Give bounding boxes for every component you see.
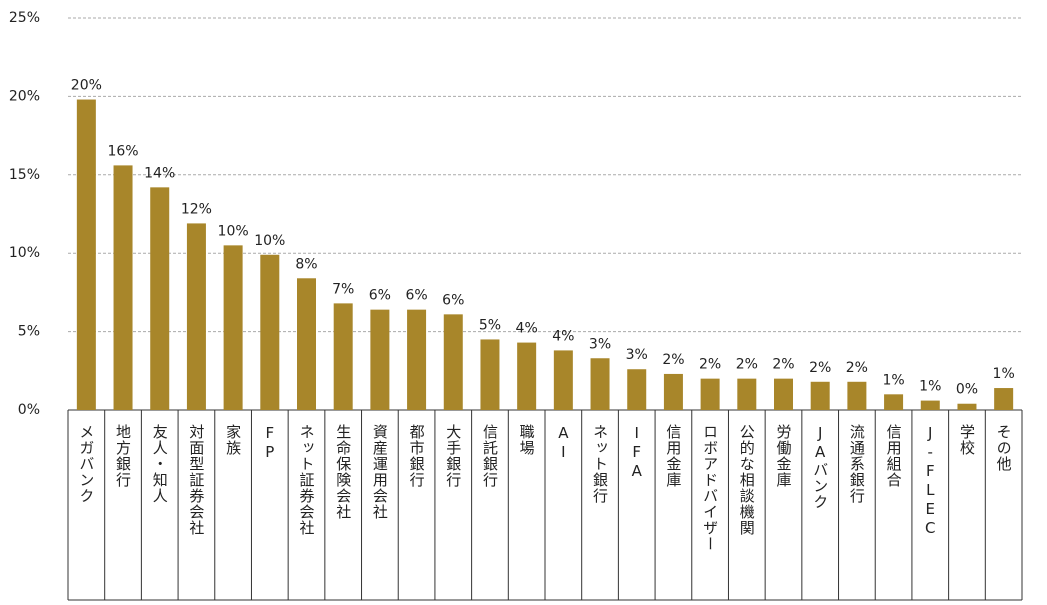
value-label: 7%: [332, 281, 354, 297]
bar: [260, 254, 280, 410]
value-label: 2%: [809, 360, 831, 376]
bar: [76, 99, 96, 410]
x-tick-label: IFA: [628, 424, 646, 481]
x-tick-label: メガバンク: [77, 424, 95, 504]
x-tick-label: J-FLEC: [921, 424, 939, 538]
y-tick-label: 5%: [18, 324, 40, 340]
x-tick-label: 都市銀行: [408, 424, 426, 488]
x-tick-label: 公的な相談機関: [738, 424, 756, 536]
x-tick-label: 生命保険会社: [334, 424, 352, 520]
x-tick-label: 労働金庫: [775, 424, 793, 488]
y-tick-label: 15%: [9, 167, 40, 183]
bar: [884, 394, 904, 410]
y-tick-label: 25%: [9, 10, 40, 26]
value-label: 2%: [772, 357, 794, 373]
x-tick-label: 信用金庫: [664, 424, 682, 488]
value-label: 1%: [919, 379, 941, 395]
y-tick-label: 20%: [9, 88, 40, 104]
value-label: 8%: [295, 256, 317, 272]
value-label: 3%: [626, 347, 648, 363]
y-tick-label: 0%: [18, 402, 40, 418]
x-tick-label: 学校: [958, 424, 976, 456]
value-label: 6%: [405, 288, 427, 304]
x-tick-label: 資産運用会社: [371, 424, 389, 520]
value-label: 2%: [736, 357, 758, 373]
x-tick-label: AI: [554, 424, 572, 462]
value-label: 16%: [107, 143, 138, 159]
x-tick-label: 対面型証券会社: [187, 424, 205, 536]
value-label: 10%: [254, 233, 285, 249]
bar: [333, 303, 353, 410]
bar: [186, 223, 206, 410]
bar: [994, 388, 1014, 410]
x-tick-label: その他: [995, 424, 1013, 472]
x-tick-label: FP: [261, 424, 279, 462]
bar: [443, 314, 463, 410]
value-label: 2%: [846, 360, 868, 376]
value-label: 2%: [699, 357, 721, 373]
value-label: 10%: [218, 223, 249, 239]
x-tick-label: JAバンク: [811, 424, 829, 510]
value-label: 4%: [552, 328, 574, 344]
value-label: 14%: [144, 165, 175, 181]
bar: [223, 245, 243, 410]
value-label: 6%: [442, 292, 464, 308]
bar: [370, 309, 390, 410]
y-tick-label: 10%: [9, 245, 40, 261]
x-tick-label: 大手銀行: [444, 424, 462, 488]
value-label: 12%: [181, 201, 212, 217]
value-label: 1%: [882, 372, 904, 388]
bar: [590, 358, 610, 410]
bar: [920, 400, 940, 410]
bar: [700, 378, 720, 410]
bar: [407, 309, 427, 410]
value-label: 4%: [516, 321, 538, 337]
bar: [737, 378, 757, 410]
bar: [553, 350, 573, 410]
bar: [847, 381, 867, 410]
x-tick-label: 家族: [224, 424, 242, 456]
x-tick-label: 流通系銀行: [848, 424, 866, 504]
x-tick-label: 友人・知人: [151, 424, 169, 504]
value-label: 2%: [662, 352, 684, 368]
bar: [810, 381, 830, 410]
bar: [517, 342, 537, 410]
x-tick-label: ロボアドバイザー: [701, 424, 719, 552]
value-label: 20%: [71, 78, 102, 94]
value-label: 6%: [369, 288, 391, 304]
bar: [957, 403, 977, 410]
bar: [627, 369, 647, 410]
value-label: 0%: [956, 382, 978, 398]
x-tick-label: ネット証券会社: [298, 424, 316, 536]
bar: [663, 373, 683, 410]
x-tick-label: 地方銀行: [114, 424, 132, 488]
bar: [150, 187, 170, 410]
value-label: 1%: [993, 366, 1015, 382]
x-tick-label: 信託銀行: [481, 424, 499, 488]
bar: [297, 278, 316, 410]
x-tick-label: 信用組合: [885, 424, 903, 488]
bar: [113, 165, 133, 410]
bar: [480, 339, 500, 410]
x-tick-label: ネット銀行: [591, 424, 609, 504]
x-tick-label: 職場: [518, 424, 536, 456]
value-label: 5%: [479, 317, 501, 333]
value-label: 3%: [589, 336, 611, 352]
bar: [774, 378, 793, 410]
